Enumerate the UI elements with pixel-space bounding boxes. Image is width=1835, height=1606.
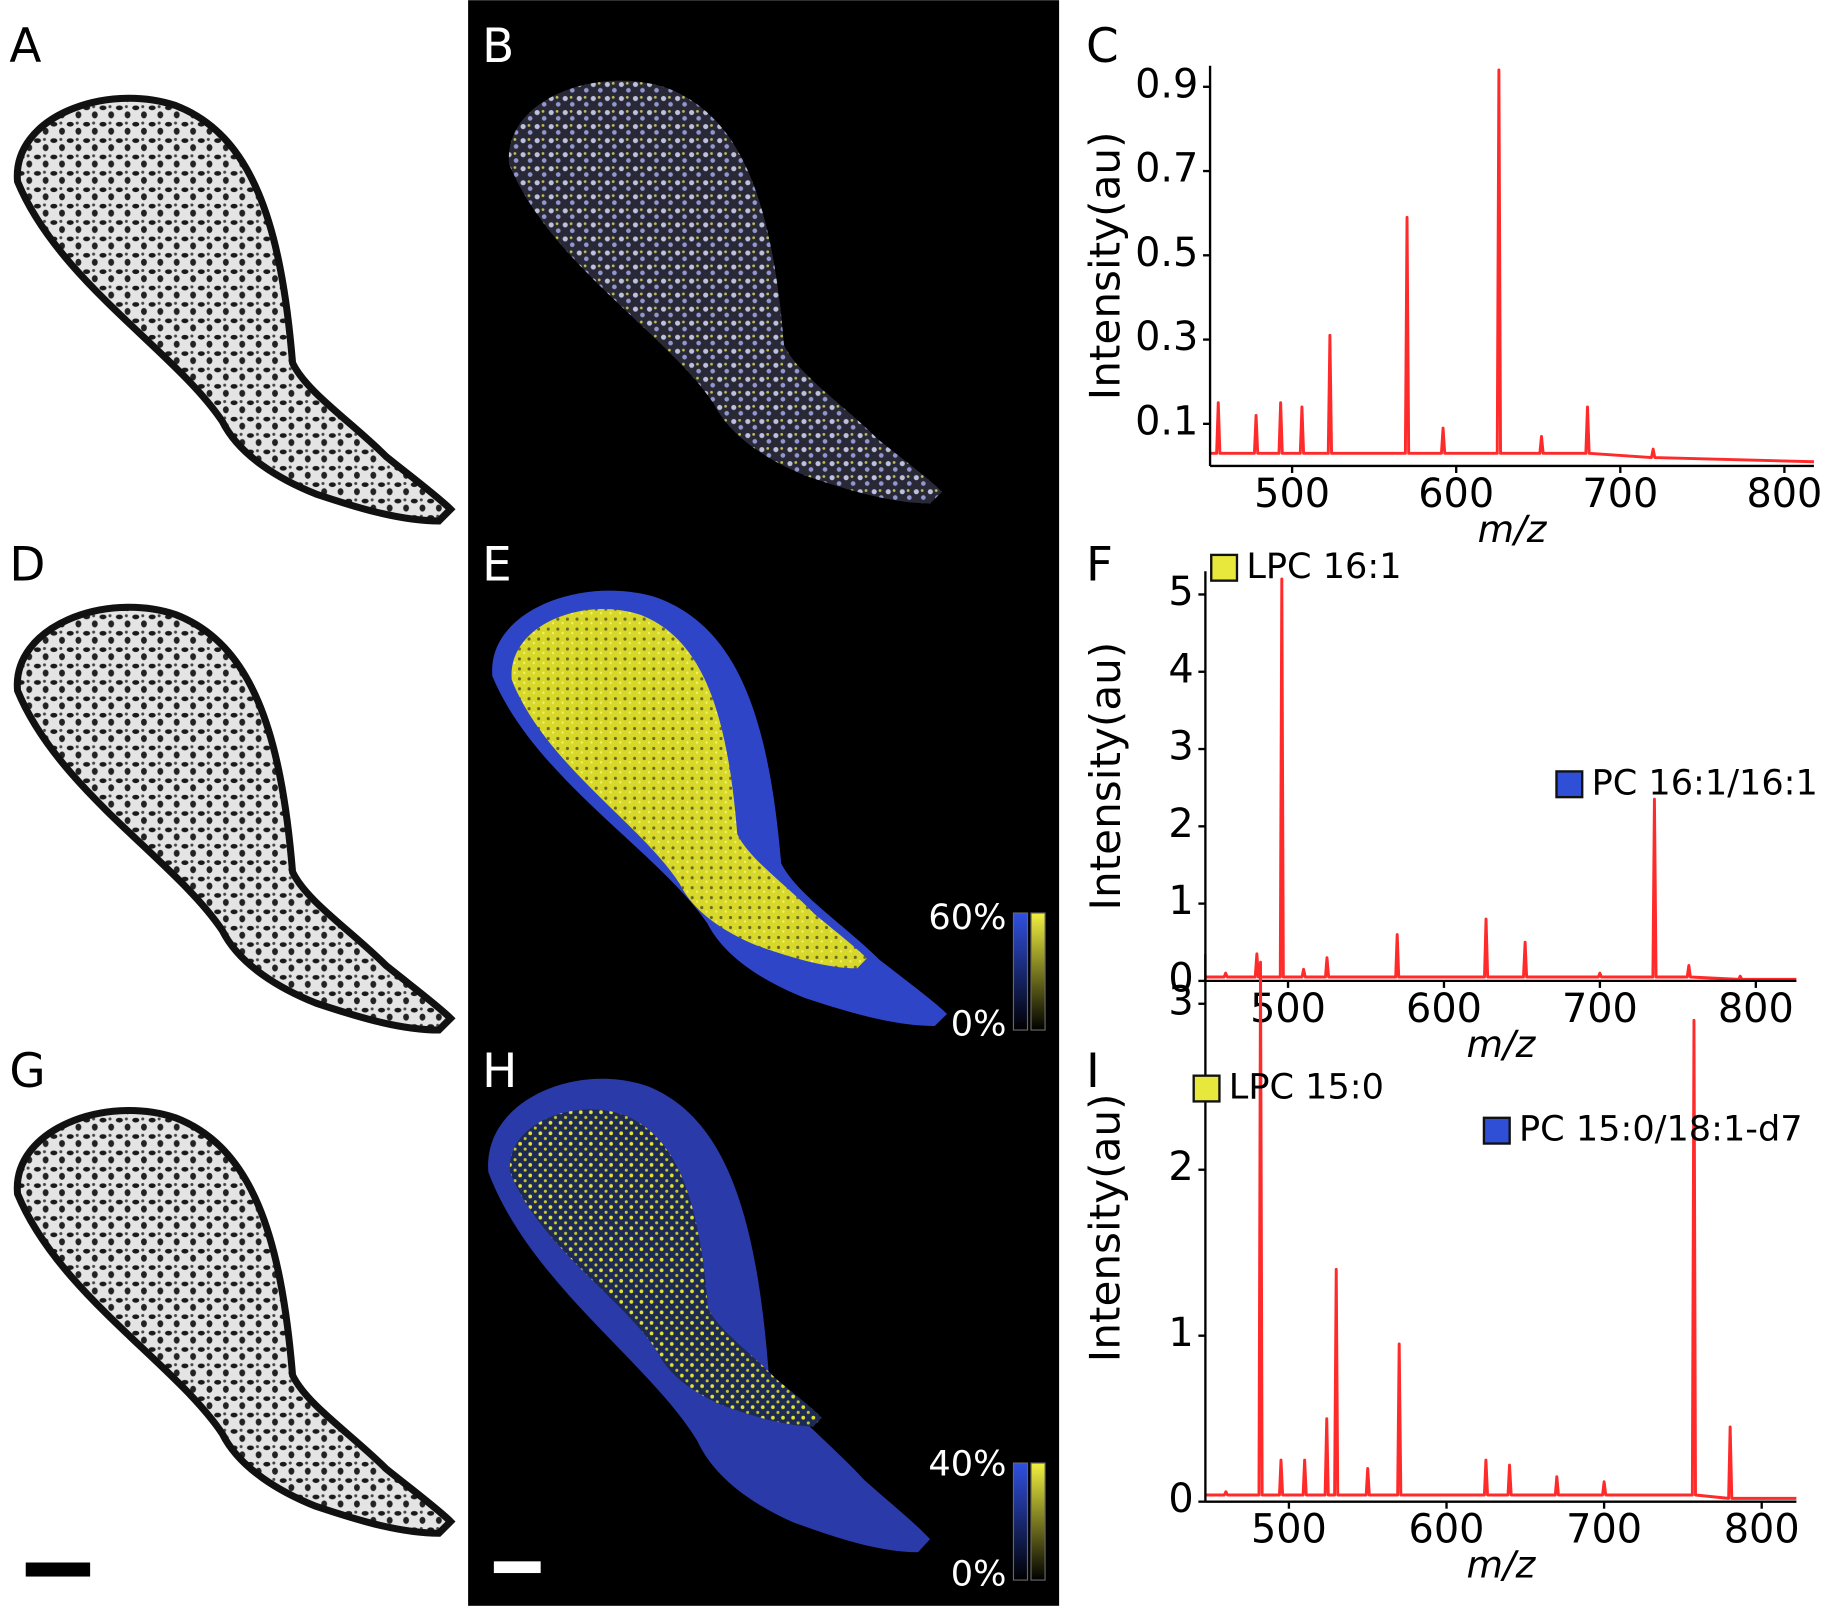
spectrum-line [1210, 68, 1814, 464]
legend-label: PC 15:0/18:1-d7 [1519, 1109, 1803, 1150]
y-axis-label: Intensity(au) [1081, 1093, 1130, 1362]
panel-letter: I [1086, 1045, 1100, 1099]
y-axis-label: Intensity(au) [1081, 131, 1130, 400]
colorbar-max: 40% [928, 1443, 1006, 1484]
colorbar-max: 60% [928, 897, 1006, 938]
x-tick-label: 700 [1562, 986, 1638, 1032]
x-tick-label: 800 [1746, 471, 1822, 517]
x-tick-label: 800 [1718, 986, 1794, 1032]
y-tick-label: 4 [1168, 646, 1193, 692]
legend-label: LPC 15:0 [1229, 1067, 1384, 1108]
colorbar-min: 0% [951, 1003, 1007, 1044]
y-tick-label: 0 [1168, 1476, 1193, 1522]
spectrum-chart: 0 1 2 3 500 600 700 800 m/z Intensity(au) LPC 15:0… [1081, 953, 1803, 1587]
x-tick-label: 700 [1582, 471, 1658, 517]
panel-letter: H [482, 1045, 517, 1099]
x-tick-label: 500 [1250, 986, 1326, 1032]
x-axis-label: m/z [1467, 1543, 1537, 1587]
legend-label: PC 16:1/16:1 [1592, 762, 1818, 803]
spectrum-line [1205, 960, 1797, 1500]
y-tick-label: 0.7 [1135, 146, 1198, 192]
spectrum-chart: 0.1 0.3 0.5 0.7 0.9 500 600 700 800 m/z Intensity(… [1081, 61, 1823, 551]
panel-letter: D [9, 538, 45, 592]
y-tick-label: 5 [1168, 569, 1193, 615]
y-tick-label: 3 [1168, 978, 1193, 1024]
x-tick-label: 600 [1418, 471, 1494, 517]
legend-swatch [1192, 1074, 1221, 1103]
panel-letter: G [9, 1045, 45, 1099]
y-tick-label: 0.3 [1135, 314, 1198, 360]
x-axis-label: m/z [1467, 1022, 1537, 1066]
spectrum-chart: 0 1 2 3 4 5 500 600 700 800 m/z Intensity(au) LPC 16… [1081, 546, 1818, 1066]
spectrum-line [1205, 577, 1797, 981]
y-tick-label: 3 [1168, 724, 1193, 770]
x-tick-label: 600 [1406, 986, 1482, 1032]
msi-image: 60% 0% 40% 0% [468, 0, 1060, 1606]
legend-swatch [1210, 553, 1239, 582]
y-tick-label: 2 [1168, 1144, 1193, 1190]
x-axis-label: m/z [1478, 507, 1548, 551]
panel-letter: F [1086, 538, 1113, 592]
colorbar-min: 0% [951, 1553, 1007, 1594]
y-axis-label: Intensity(au) [1081, 642, 1130, 911]
legend-swatch [1482, 1116, 1511, 1145]
panel-letter: B [482, 20, 514, 74]
panel-letter: E [482, 538, 512, 592]
y-tick-label: 1 [1168, 1310, 1193, 1356]
x-tick-label: 500 [1251, 1507, 1327, 1553]
panel-letter: A [9, 20, 41, 74]
panel-letters: A B C D E F G H I [9, 20, 1118, 1099]
y-tick-label: 0.5 [1135, 230, 1198, 276]
y-tick-label: 0.9 [1135, 61, 1198, 107]
y-tick-label: 2 [1168, 801, 1193, 847]
y-tick-label: 1 [1168, 878, 1193, 924]
legend-swatch [1555, 770, 1584, 799]
x-tick-label: 800 [1724, 1507, 1800, 1553]
x-tick-label: 500 [1254, 471, 1330, 517]
y-tick-label: 0.1 [1135, 398, 1198, 444]
y-tick-label: 0 [1168, 955, 1193, 1001]
legend-label: LPC 16:1 [1246, 546, 1401, 587]
x-tick-label: 600 [1409, 1507, 1485, 1553]
optical-image [17, 98, 450, 1577]
x-tick-label: 700 [1566, 1507, 1642, 1553]
panel-letter: C [1086, 20, 1119, 74]
